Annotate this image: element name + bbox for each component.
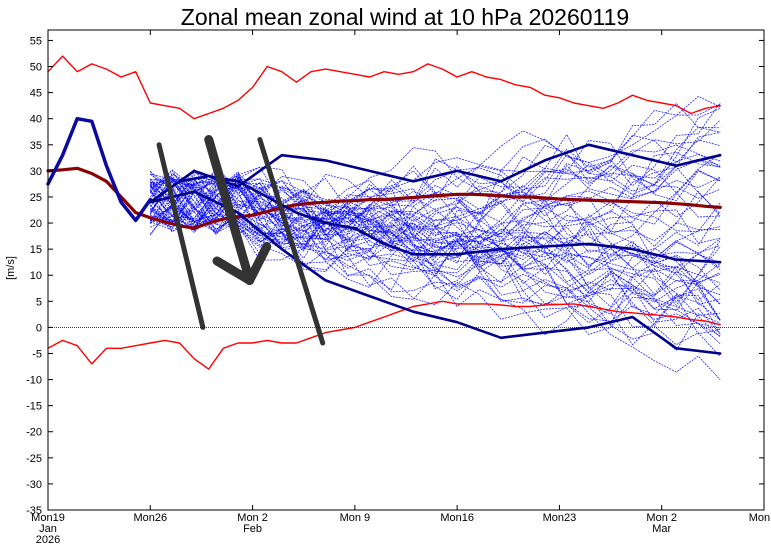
ensemble-member-line xyxy=(149,171,721,261)
y-tick-label: -25 xyxy=(26,453,42,465)
ensemble-member-line xyxy=(149,164,721,246)
x-tick-label: Mon23 xyxy=(543,512,577,524)
y-tick-label: -5 xyxy=(32,348,42,360)
y-tick-label: 35 xyxy=(30,140,42,152)
ensemble-member-line xyxy=(150,180,721,276)
y-tick-label: 10 xyxy=(30,270,42,282)
y-tick-label: 50 xyxy=(30,62,42,74)
x-tick-label: Mon26 xyxy=(133,512,167,524)
ensemble-member-line xyxy=(150,168,721,262)
ensemble-member-line xyxy=(150,173,721,303)
x-tick-label: Mon 2 xyxy=(646,512,677,524)
member-highlight-line xyxy=(149,190,722,355)
y-tick-label: 15 xyxy=(30,244,42,256)
ensemble-member-line xyxy=(150,177,721,335)
y-tick-label: 45 xyxy=(30,88,42,100)
x-tick-label: Mon 9 xyxy=(749,512,771,524)
y-tick-label: 5 xyxy=(36,296,42,308)
annotation-arrowhead xyxy=(245,242,272,285)
y-tick-label: -10 xyxy=(26,375,42,387)
climatology-mean-line xyxy=(46,166,722,230)
annotation-arrows xyxy=(156,135,326,346)
x-tick-label: Mar xyxy=(652,523,671,535)
axes: 5550454035302520151050-5-10-15-20-25-30-… xyxy=(26,29,771,546)
ensemble-member-line xyxy=(149,119,721,233)
ensemble-member-line xyxy=(150,179,721,307)
ensemble-member-line xyxy=(150,180,721,351)
y-tick-label: 25 xyxy=(30,192,42,204)
annotation-line xyxy=(257,137,326,346)
y-tick-label: 30 xyxy=(30,166,42,178)
x-tick-label: Jan xyxy=(39,523,57,535)
ensemble-member-line xyxy=(149,182,721,304)
annotation-line xyxy=(204,135,255,285)
ensemble-member-line xyxy=(150,182,721,316)
ensemble-member-line xyxy=(149,103,721,241)
observed-line xyxy=(46,116,153,223)
ensemble-member-line xyxy=(150,153,721,251)
x-tick-label: 2026 xyxy=(36,534,60,546)
member-highlight-line xyxy=(149,174,722,264)
series-lines xyxy=(46,55,722,370)
x-tick-label: Mon19 xyxy=(31,512,65,524)
ensemble-member-line xyxy=(149,139,721,232)
ensemble-member-line xyxy=(150,178,721,329)
plot-frame xyxy=(47,29,765,511)
y-tick-label: -20 xyxy=(26,427,42,439)
ensemble-member-line xyxy=(149,102,721,251)
ensemble-member-line xyxy=(149,178,721,305)
x-tick-label: Feb xyxy=(243,523,262,535)
ensemble-member-line xyxy=(150,178,721,335)
member-highlight-line xyxy=(149,143,722,204)
ensemble-member-line xyxy=(150,181,721,357)
maximum-line xyxy=(47,55,721,120)
ensemble-member-line xyxy=(149,183,721,380)
y-tick-label: -35 xyxy=(26,505,42,517)
ensemble-member-line xyxy=(149,166,721,312)
annotation-arrowhead xyxy=(212,256,255,285)
ensemble-member-line xyxy=(150,151,721,231)
ensemble-member-line xyxy=(150,177,721,264)
x-tick-label: Mon 9 xyxy=(340,512,371,524)
chart-title: Zonal mean zonal wind at 10 hPa 20260119 xyxy=(181,4,629,30)
ensemble-member-line xyxy=(150,179,721,335)
ensemble-member-line xyxy=(150,177,721,326)
y-tick-label: -30 xyxy=(26,479,42,491)
ensemble-member-line xyxy=(149,172,721,318)
y-tick-label: 40 xyxy=(30,114,42,126)
minimum-line xyxy=(47,300,721,370)
ensemble-member-line xyxy=(150,134,721,223)
ensemble-member-line xyxy=(150,177,721,269)
y-tick-label: 0 xyxy=(36,322,42,334)
x-tick-label: Mon16 xyxy=(440,512,474,524)
y-tick-label: 20 xyxy=(30,218,42,230)
ensemble-member-line xyxy=(150,176,721,248)
ensemble-member-line xyxy=(150,173,721,303)
y-tick-label: 55 xyxy=(30,35,42,47)
ensemble-member-line xyxy=(150,153,721,231)
ensemble-member-line xyxy=(150,178,721,301)
y-tick-label: -15 xyxy=(26,401,42,413)
ensemble-members xyxy=(149,95,721,380)
ensemble-member-line xyxy=(150,95,721,222)
ensemble-member-line xyxy=(150,131,721,228)
ensemble-member-line xyxy=(150,179,721,308)
annotation-line xyxy=(156,142,206,330)
y-axis-label: [m/s] xyxy=(5,256,17,280)
x-tick-label: Mon 2 xyxy=(237,512,268,524)
